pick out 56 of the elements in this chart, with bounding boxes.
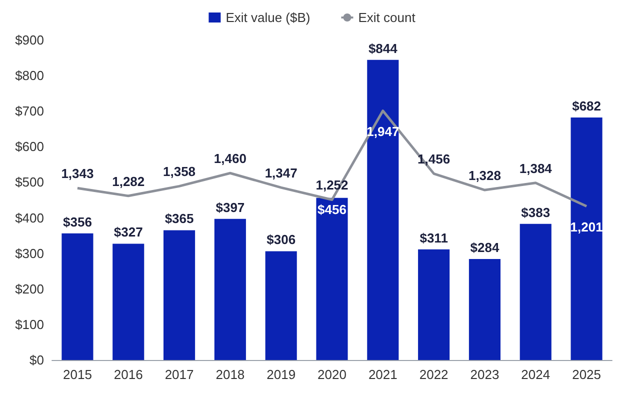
bar — [265, 251, 297, 360]
x-tick-label: 2025 — [572, 367, 602, 382]
x-tick-label: 2021 — [368, 367, 398, 382]
y-tick-label: $200 — [15, 281, 44, 296]
data-label: $311 — [420, 230, 448, 246]
data-label: 1,201 — [570, 219, 603, 234]
bar — [112, 244, 144, 360]
y-tick-label: $100 — [15, 316, 44, 332]
data-label: 1,328 — [468, 168, 501, 184]
data-label: $844 — [368, 40, 398, 56]
x-tick-label: 2020 — [318, 367, 346, 382]
bar — [367, 60, 399, 360]
y-tick-label: $400 — [15, 210, 44, 226]
data-label: $383 — [521, 204, 550, 220]
x-tick-label: 2016 — [114, 367, 143, 382]
y-tick-label: $500 — [15, 174, 44, 190]
bar — [468, 259, 501, 360]
bar — [214, 218, 246, 360]
data-label: 1,358 — [163, 164, 196, 180]
data-label: 1,252 — [316, 178, 348, 193]
bar — [570, 118, 602, 360]
x-tick-label: 2023 — [470, 367, 500, 382]
data-label: 1,456 — [418, 152, 450, 167]
x-tick-label: 2017 — [164, 367, 194, 382]
bar — [316, 198, 348, 360]
data-label: $356 — [62, 214, 92, 230]
bar — [520, 224, 552, 360]
data-label: $306 — [266, 232, 296, 248]
bar — [418, 249, 450, 360]
x-tick-label: 2022 — [419, 367, 448, 382]
data-label: 1,384 — [519, 160, 553, 176]
x-tick-label: 2019 — [266, 367, 296, 382]
legend-label: Exit value ($B) — [226, 10, 310, 25]
bar — [163, 230, 196, 360]
y-tick-label: $700 — [15, 104, 44, 119]
data-label: $327 — [114, 224, 143, 240]
data-label: 1,460 — [214, 151, 246, 166]
y-tick-label: $0 — [30, 352, 44, 368]
data-label: 1,947 — [366, 124, 400, 139]
data-label: 1,347 — [264, 166, 298, 181]
x-tick-label: 2015 — [62, 367, 92, 382]
data-label: $456 — [318, 202, 346, 217]
bar — [62, 233, 94, 360]
y-tick-label: $800 — [15, 68, 44, 84]
data-label: $397 — [216, 200, 245, 215]
data-label: 1,282 — [112, 174, 145, 189]
y-tick-label: $300 — [15, 246, 44, 261]
y-tick-label: $900 — [15, 32, 44, 48]
x-tick-label: 2024 — [521, 367, 550, 382]
data-label: 1,343 — [61, 166, 94, 182]
data-label: $682 — [572, 98, 602, 114]
y-tick-label: $600 — [15, 139, 44, 154]
data-label: $365 — [164, 211, 194, 226]
data-label: $284 — [470, 240, 500, 256]
x-tick-label: 2018 — [216, 367, 245, 382]
legend-label: Exit count — [358, 10, 416, 25]
